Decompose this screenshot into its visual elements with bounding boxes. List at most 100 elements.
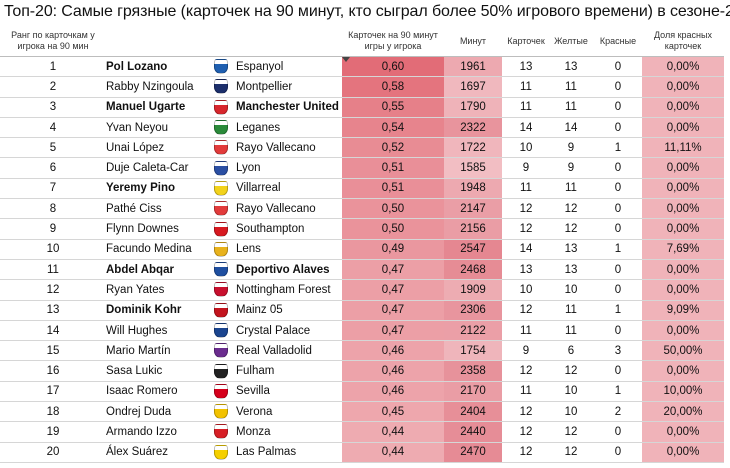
table-row: 11 Abdel Abqar Deportivo Alaves 0,47 2468 13 1… bbox=[0, 259, 724, 281]
player-name: Will Hughes bbox=[106, 324, 168, 337]
cards-cell: 13 bbox=[519, 60, 533, 73]
cards-per-90-cell: 0,51 bbox=[342, 158, 444, 178]
team-name: Las Palmas bbox=[236, 446, 297, 459]
red-share-cell: 0,00% bbox=[642, 97, 724, 117]
sort-descending-icon[interactable] bbox=[342, 57, 350, 62]
cards-cell: 13 bbox=[519, 263, 533, 276]
rank-cell: 9 bbox=[49, 223, 57, 236]
table-row: 17 Isaac Romero Sevilla 0,46 2170 11 10 1 10,00% bbox=[0, 381, 724, 403]
cards-cell: 11 bbox=[520, 385, 532, 398]
player-name: Mario Martín bbox=[106, 344, 171, 357]
table-row: 10 Facundo Medina Lens 0,49 2547 14 13 1 7,69% bbox=[0, 239, 724, 260]
table-body: 1 Pol Lozano Espanyol 0,60 1961 13 13 0 0,00% 2 Ra… bbox=[0, 57, 724, 463]
header-yellow[interactable]: Желтые bbox=[554, 35, 588, 46]
cards-cell: 11 bbox=[520, 182, 532, 195]
cards-per-90-cell: 0,46 bbox=[342, 361, 444, 381]
rank-cell: 2 bbox=[49, 80, 57, 93]
cards-per-90-cell: 0,58 bbox=[342, 77, 444, 97]
red-cell: 2 bbox=[614, 405, 622, 418]
yellow-cell: 11 bbox=[565, 304, 577, 317]
player-name: Ondrej Duda bbox=[106, 405, 172, 418]
table-row: 8 Pathé Ciss Rayo Vallecano 0,50 2147 12 12 0 0,… bbox=[0, 199, 724, 220]
team-name: Southampton bbox=[236, 223, 305, 236]
table-row: 12 Ryan Yates Nottingham Forest 0,47 1909 10 1… bbox=[0, 280, 724, 301]
valladolid-logo bbox=[214, 343, 228, 359]
cards-per-90-cell: 0,50 bbox=[342, 219, 444, 239]
header-red-share[interactable]: Доля красных карточек bbox=[653, 30, 713, 51]
red-cell: 0 bbox=[614, 324, 622, 337]
table-row: 14 Will Hughes Crystal Palace 0,47 2122 11 11 0… bbox=[0, 320, 724, 342]
team-logo bbox=[212, 199, 230, 218]
header-red[interactable]: Красные bbox=[599, 35, 637, 46]
cards-cell: 12 bbox=[519, 365, 533, 378]
southampton-logo bbox=[214, 221, 228, 237]
team-logo bbox=[212, 179, 230, 198]
yellow-cell: 14 bbox=[564, 121, 578, 134]
rank-cell: 12 bbox=[46, 283, 60, 296]
mainz-logo bbox=[214, 302, 228, 318]
player-name: Isaac Romero bbox=[106, 385, 178, 398]
team-name: Verona bbox=[236, 405, 273, 418]
red-cell: 0 bbox=[614, 263, 622, 276]
yellow-cell: 11 bbox=[565, 101, 577, 114]
minutes-cell: 2156 bbox=[444, 219, 502, 239]
player-name: Flynn Downes bbox=[106, 223, 179, 236]
rank-cell: 18 bbox=[46, 405, 60, 418]
player-name: Facundo Medina bbox=[106, 243, 192, 256]
player-name: Yeremy Pino bbox=[106, 182, 176, 195]
team-name: Real Valladolid bbox=[236, 344, 312, 357]
cards-cell: 14 bbox=[519, 121, 533, 134]
team-name: Villarreal bbox=[236, 182, 281, 195]
player-name: Dominik Kohr bbox=[106, 304, 182, 317]
cards-per-90-cell: 0,47 bbox=[342, 320, 444, 341]
player-name: Armando Izzo bbox=[106, 425, 177, 438]
cards-per-90-cell: 0,44 bbox=[342, 442, 444, 462]
cards-cell: 12 bbox=[519, 446, 533, 459]
red-share-cell: 11,11% bbox=[642, 138, 724, 158]
red-share-cell: 0,00% bbox=[642, 77, 724, 97]
team-logo bbox=[212, 57, 230, 76]
cards-per-90-cell: 0,51 bbox=[342, 178, 444, 199]
cards-per-90-cell: 0,54 bbox=[342, 117, 444, 138]
header-minutes[interactable]: Минут bbox=[459, 35, 487, 46]
minutes-cell: 2404 bbox=[444, 402, 502, 422]
cards-cell: 12 bbox=[519, 425, 533, 438]
cards-cell: 12 bbox=[519, 304, 533, 317]
team-name: Fulham bbox=[236, 365, 275, 378]
yellow-cell: 11 bbox=[565, 182, 577, 195]
header-cards[interactable]: Карточек bbox=[507, 35, 545, 46]
cards-cell: 12 bbox=[519, 202, 533, 215]
yellow-cell: 9 bbox=[567, 141, 575, 154]
yellow-cell: 10 bbox=[564, 405, 578, 418]
leganes-logo bbox=[214, 120, 228, 136]
team-name: Montpellier bbox=[236, 80, 293, 93]
rank-cell: 7 bbox=[49, 182, 57, 195]
red-cell: 1 bbox=[614, 243, 622, 256]
minutes-cell: 2468 bbox=[444, 259, 502, 280]
team-name: Lyon bbox=[236, 162, 261, 175]
team-name: Rayo Vallecano bbox=[236, 202, 316, 215]
red-share-cell: 0,00% bbox=[642, 361, 724, 381]
table-row: 4 Yvan Neyou Leganes 0,54 2322 14 14 0 0,00% bbox=[0, 117, 724, 139]
team-name: Sevilla bbox=[236, 385, 270, 398]
cards-per-90-cell: 0,50 bbox=[342, 199, 444, 219]
cards-cell: 12 bbox=[519, 405, 533, 418]
red-share-cell: 0,00% bbox=[642, 280, 724, 300]
cards-per-90-cell: 0,49 bbox=[342, 239, 444, 259]
team-logo bbox=[212, 361, 230, 380]
red-share-cell: 0,00% bbox=[642, 219, 724, 239]
yellow-cell: 6 bbox=[567, 344, 575, 357]
cards-cell: 11 bbox=[520, 80, 532, 93]
rank-cell: 15 bbox=[46, 344, 60, 357]
red-cell: 1 bbox=[614, 304, 622, 317]
minutes-cell: 2122 bbox=[444, 320, 502, 341]
team-logo bbox=[212, 301, 230, 320]
team-logo bbox=[212, 443, 230, 462]
red-share-cell: 0,00% bbox=[642, 117, 724, 138]
header-cards-per-90[interactable]: Карточек на 90 минут игры у игрока bbox=[348, 30, 438, 51]
minutes-cell: 2547 bbox=[444, 239, 502, 259]
player-name: Álex Suárez bbox=[106, 446, 169, 459]
rank-cell: 10 bbox=[46, 243, 60, 256]
sevilla-logo bbox=[214, 383, 228, 399]
red-cell: 0 bbox=[614, 223, 622, 236]
